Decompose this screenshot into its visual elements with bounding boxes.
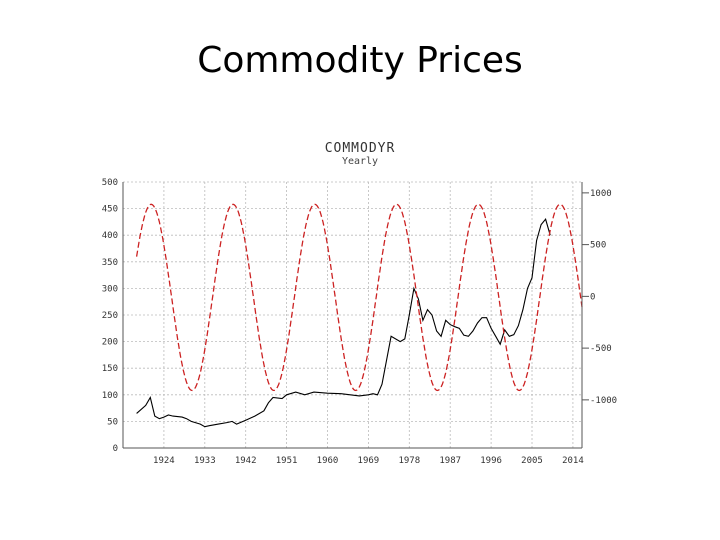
chart-subtitle: Yearly [341,156,379,167]
x-tick-label: 1987 [439,456,461,466]
y-left-tick-label: 400 [102,231,118,241]
y-right-tick-label: 1000 [590,189,612,199]
x-tick-label: 2005 [521,456,543,466]
y-left-tick-label: 500 [102,178,118,188]
x-tick-label: 1951 [276,456,298,466]
slide-title: Commodity Prices [197,40,523,81]
x-tick-label: 1978 [398,456,420,466]
chart-title: COMMODYR [324,141,396,156]
price-line [136,218,551,428]
chart-grid [123,181,582,449]
y-left-tick-label: 250 [102,311,118,321]
x-tick-label: 1960 [317,456,339,466]
cycle-line [135,203,583,392]
x-tick-label: 1924 [153,456,175,466]
y-left-tick-label: 200 [102,338,118,348]
x-tick-label: 1942 [235,456,257,466]
y-left-tick-label: 0 [113,444,118,454]
y-left-tick-label: 100 [102,391,118,401]
x-tick-label: 1996 [480,456,502,466]
y-right-tick-label: -500 [590,344,612,354]
x-tick-label: 1933 [194,456,216,466]
y-left-tick-label: 450 [102,205,118,215]
x-tick-label: 1969 [358,456,380,466]
y-left-tick-label: 150 [102,364,118,374]
y-right-tick-label: 500 [590,241,606,251]
y-left-tick-label: 300 [102,284,118,294]
x-tick-label: 2014 [562,456,584,466]
y-left-tick-label: 50 [107,417,118,427]
y-right-tick-label: -1000 [590,396,617,406]
y-left-tick-label: 350 [102,258,118,268]
y-right-tick-label: 0 [590,292,595,302]
chart-series [135,203,583,428]
chart-axes: 0 50 100 150 200 250 300 350 400 450 500 -1000 -500 0… [102,178,617,466]
